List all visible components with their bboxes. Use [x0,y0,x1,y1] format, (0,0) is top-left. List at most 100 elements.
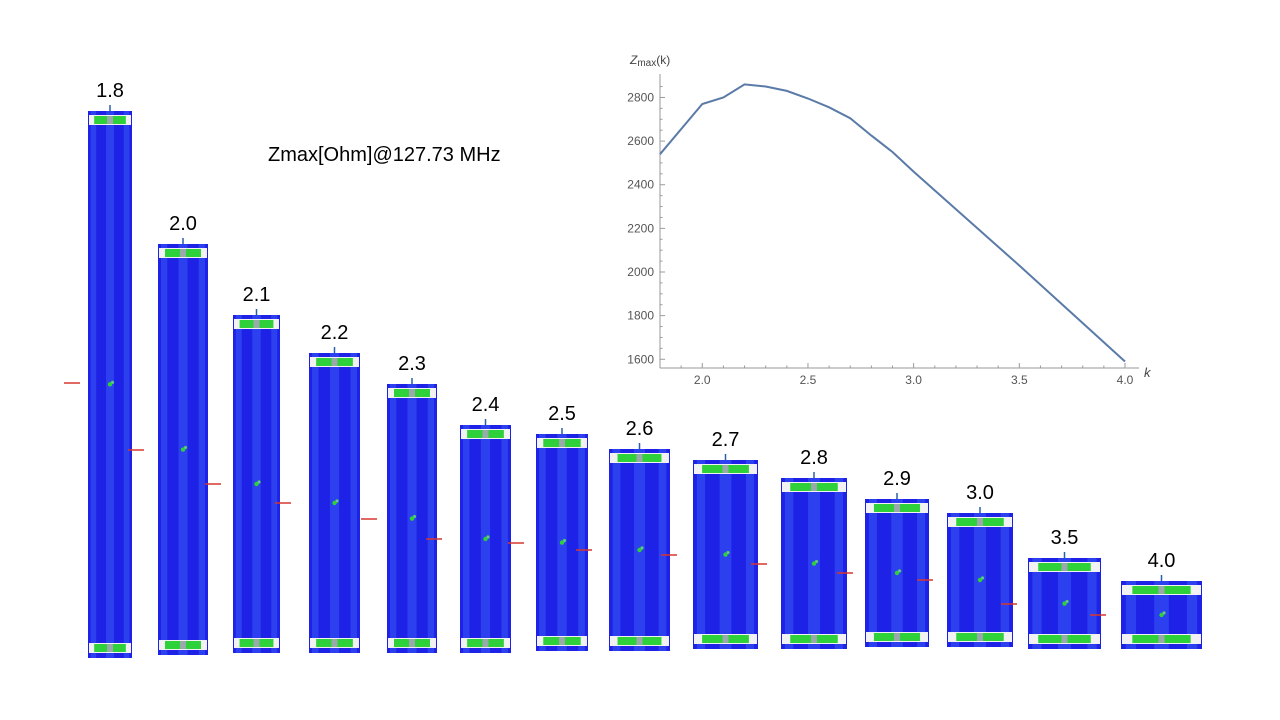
coil-label: 2.2 [321,322,349,344]
coil-stripe [658,449,667,651]
center-port [640,546,644,550]
center-port [1065,599,1069,604]
zmax-curve [659,83,1126,363]
coil-stripe [539,434,546,651]
coil-stripe [463,425,470,653]
band-gap [559,637,565,645]
band-gap [636,454,643,462]
center-port [257,480,261,484]
x-tick-label: 3.5 [1011,373,1028,387]
coil-k-4-0: 4.0 [1090,550,1202,649]
y-tick-label: 2400 [627,178,654,192]
coil-stripe [198,244,205,655]
band-gap [722,465,729,473]
band-gap [107,116,113,124]
coil-k-2-1: 2.1 [205,284,280,653]
x-axis-label: k [1144,365,1152,380]
coil-label: 1.8 [96,80,124,102]
band-gap [722,635,729,643]
coil-label: 2.1 [243,284,271,306]
band-gap [482,430,489,438]
band-gap [894,633,900,641]
y-tick-label: 1800 [627,309,654,323]
band-gap [811,483,817,491]
y-tick-label: 2000 [627,265,654,279]
y-tick-label: 1600 [627,352,654,366]
coil-stripe [1032,558,1042,649]
coil-array: 1.8 2.0 2.1 2.2 2.3 2.4 2.5 2.6 2.7 2.8 2.9 3.0 3.5 4… [64,80,1202,658]
coil-label: 2.0 [169,213,197,235]
band-gap [409,639,415,647]
coil-stripe [917,499,926,647]
chart-axes: 1600 1800 2000 2200 2400 2600 2800 2.0 2.5 3.0 3.5… [627,74,1139,387]
coil-k-2-9: 2.9 [837,468,929,647]
coil-k-3-5: 3.5 [1001,527,1101,649]
coil-stripe [1186,581,1198,649]
band-gap [636,637,643,645]
coil-stripe [161,244,168,655]
center-port [486,535,490,539]
coil-label: 2.9 [883,468,911,490]
center-port [562,538,567,543]
coil-stripe [271,315,278,653]
coil-stripe [350,353,357,653]
band-gap [482,639,489,647]
x-tick-label: 2.5 [800,373,817,387]
coil-k-2-0: 2.0 [128,213,208,655]
band-gap [811,635,817,643]
band-gap [1061,563,1068,571]
coil-stripe [868,499,877,647]
coil-label: 3.0 [966,482,994,504]
coil-label: 2.4 [472,394,500,416]
band-gap [180,641,186,649]
band-gap [409,389,415,397]
band-gap [1158,635,1165,643]
band-gap [331,639,338,647]
band-gap [977,633,983,641]
chart-title: Zmax[Ohm]@127.73 MHz [268,144,501,166]
coil-k-1-8: 1.8 [64,80,132,658]
coil-k-2-7: 2.7 [661,429,758,649]
coil-stripe [784,478,794,649]
coil-stripe [612,449,621,651]
coil-stripe [390,384,397,653]
coil-stripe [235,315,242,653]
center-port [110,380,115,385]
coil-label: 2.8 [800,447,828,469]
y-tick-label: 2600 [627,134,654,148]
coil-label: 2.5 [548,403,576,425]
coil-stripe [745,460,755,649]
band-gap [253,639,260,647]
y-tick-label: 2200 [627,221,654,235]
y-tick-label: 2800 [627,90,654,104]
coil-stripe [1000,513,1010,647]
coil-label: 3.5 [1051,527,1079,549]
coil-stripe [312,353,319,653]
center-port [183,445,188,450]
coil-k-3-0: 3.0 [917,482,1013,647]
center-port [814,559,819,564]
x-tick-label: 2.0 [694,373,711,387]
band-gap [180,249,186,257]
coil-k-2-6: 2.6 [576,418,670,651]
band-gap [253,320,260,328]
coil-k-2-5: 2.5 [508,403,588,651]
center-port [412,514,417,519]
band-gap [894,504,900,512]
x-tick-label: 3.0 [905,373,922,387]
x-tick-label: 4.0 [1117,373,1134,387]
coil-label: 2.7 [712,429,740,451]
band-gap [331,358,338,366]
center-port [897,569,902,573]
coil-k-2-4: 2.4 [426,394,511,653]
coil-stripe [1087,558,1097,649]
band-gap [1061,635,1068,643]
coil-stripe [1125,581,1137,649]
coil-stripe [501,425,508,653]
zmax-line-chart: 1600 1800 2000 2200 2400 2600 2800 2.0 2.5 3.0 3.5… [627,53,1152,387]
coil-stripe [90,111,97,658]
coil-stripe [123,111,130,658]
center-port [335,499,339,503]
coil-stripe [427,384,434,653]
